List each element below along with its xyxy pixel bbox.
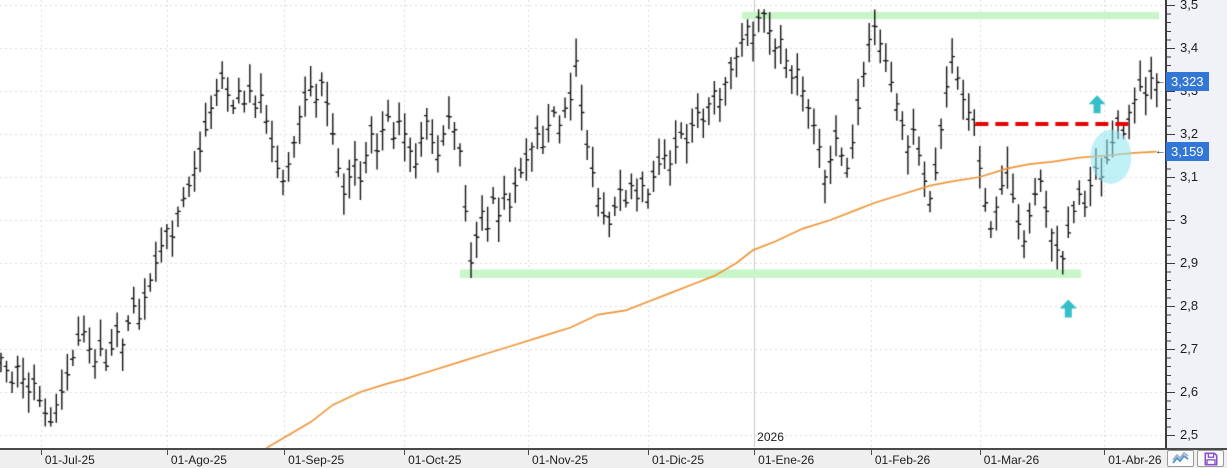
price-axis-label: 3 [1167, 212, 1187, 228]
price-axis-label: 3,1 [1167, 169, 1198, 185]
price-axis-label: 3,4 [1167, 40, 1198, 56]
price-axis-label: 2,5 [1167, 427, 1198, 443]
price-axis-label: 2,6 [1167, 384, 1198, 400]
date-axis-label: 01-Ago-25 [166, 449, 227, 468]
last-price-tag: ← 3,323 [1155, 71, 1209, 91]
price-axis-minor-ticks [1167, 5, 1171, 443]
price-axis[interactable]: 3,5 3,4 3,3 3,2 3,1 3 2,9 2,8 2,7 2,6 2,… [1165, 0, 1227, 448]
price-tag-arrow-icon: ← [1155, 74, 1166, 87]
date-axis-label: 01-Nov-25 [528, 449, 588, 468]
date-axis-label: 01-Mar-26 [979, 449, 1039, 468]
price-axis-label: 3,5 [1167, 0, 1198, 13]
date-axis-label: 01-Sep-25 [284, 449, 344, 468]
price-axis-label: 2,9 [1167, 255, 1198, 271]
price-chart-canvas[interactable] [0, 0, 1165, 448]
price-axis-label: 2,8 [1167, 298, 1198, 314]
year-label: 2026 [757, 430, 784, 444]
zigzag-compare-icon [1172, 452, 1189, 465]
date-axis-label: 01-Ene-26 [754, 449, 814, 468]
ma-value-tag: ← 3,159 [1155, 142, 1209, 162]
save-chart-button[interactable] [1197, 450, 1224, 467]
date-axis-label: 01-Abr-26 [1104, 449, 1162, 468]
date-axis-label: 01-Feb-26 [870, 449, 930, 468]
save-floppy-icon [1204, 452, 1218, 466]
compare-indicator-button[interactable] [1167, 450, 1194, 467]
price-axis-label: 3,2 [1167, 126, 1198, 142]
date-axis-label: 01-Oct-25 [404, 449, 461, 468]
date-axis-label: 01-Dic-25 [648, 449, 704, 468]
date-axis[interactable]: 01-Jul-25 01-Ago-25 01-Sep-25 01-Oct-25 … [0, 448, 1227, 468]
price-axis-label: 2,7 [1167, 341, 1198, 357]
date-axis-label: 01-Jul-25 [40, 449, 95, 468]
price-tag-arrow-icon: ← [1155, 145, 1166, 158]
